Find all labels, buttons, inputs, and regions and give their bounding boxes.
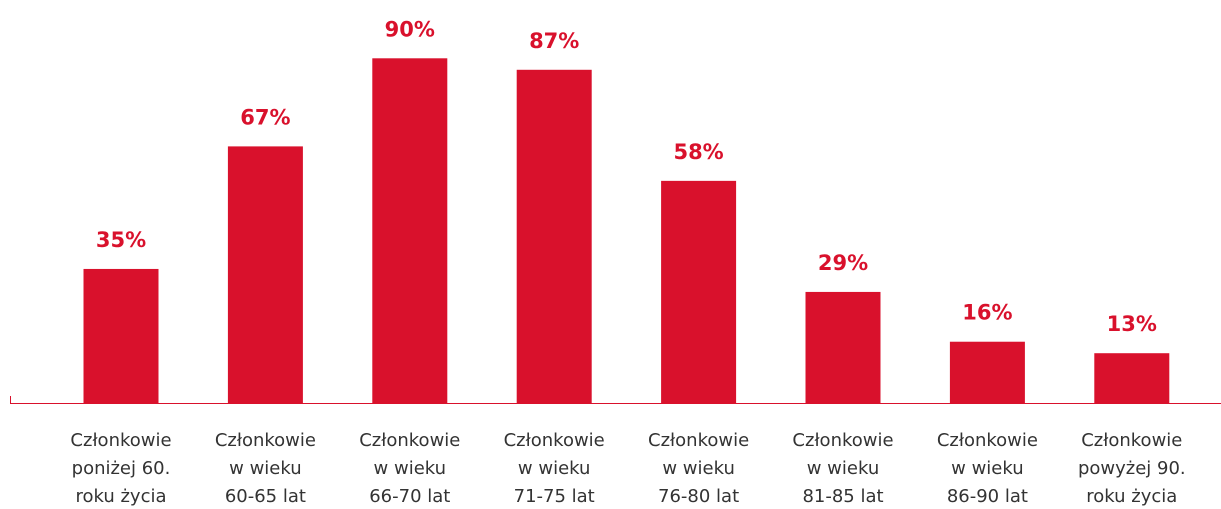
bar bbox=[372, 58, 448, 404]
x-tick-label: Członkowie bbox=[215, 430, 316, 451]
value-label: 13% bbox=[1107, 312, 1157, 336]
x-tick-label: 81-85 lat bbox=[802, 486, 883, 507]
bar bbox=[83, 268, 159, 403]
x-tick-label: Członkowie bbox=[504, 430, 605, 451]
bar bbox=[1094, 353, 1170, 403]
x-tick-label: w wieku bbox=[951, 458, 1024, 479]
x-tick-label: Członkowie bbox=[70, 430, 171, 451]
value-label: 90% bbox=[385, 17, 435, 41]
x-tick-label: roku życia bbox=[1086, 486, 1177, 507]
x-tick-label: 76-80 lat bbox=[658, 486, 739, 507]
bar bbox=[516, 69, 592, 403]
x-tick-label: Członkowie bbox=[792, 430, 893, 451]
x-tick-label: 86-90 lat bbox=[947, 486, 1028, 507]
value-label: 58% bbox=[673, 140, 723, 164]
x-tick-label: 66-70 lat bbox=[369, 486, 450, 507]
bar bbox=[227, 146, 303, 403]
x-tick-label: Członkowie bbox=[1081, 430, 1182, 451]
x-tick-label: poniżej 60. bbox=[72, 458, 171, 479]
x-tick-label: w wieku bbox=[374, 458, 447, 479]
bar bbox=[661, 180, 737, 403]
bar bbox=[949, 341, 1025, 403]
x-tick-label: Członkowie bbox=[648, 430, 749, 451]
x-tick-label: 71-75 lat bbox=[514, 486, 595, 507]
value-label: 29% bbox=[818, 251, 868, 275]
x-tick-label: Członkowie bbox=[359, 430, 460, 451]
value-label: 35% bbox=[96, 228, 146, 252]
value-label: 87% bbox=[529, 29, 579, 53]
bar bbox=[805, 291, 881, 403]
x-tick-label: roku życia bbox=[75, 486, 166, 507]
x-tick-label: 60-65 lat bbox=[225, 486, 306, 507]
x-tick-label: w wieku bbox=[662, 458, 735, 479]
value-label: 67% bbox=[240, 105, 290, 129]
x-tick-label: Członkowie bbox=[937, 430, 1038, 451]
x-tick-label: w wieku bbox=[229, 458, 302, 479]
x-tick-label: w wieku bbox=[807, 458, 880, 479]
value-label: 16% bbox=[962, 301, 1012, 325]
x-tick-label: w wieku bbox=[518, 458, 591, 479]
x-tick-label: powyżej 90. bbox=[1078, 458, 1186, 479]
